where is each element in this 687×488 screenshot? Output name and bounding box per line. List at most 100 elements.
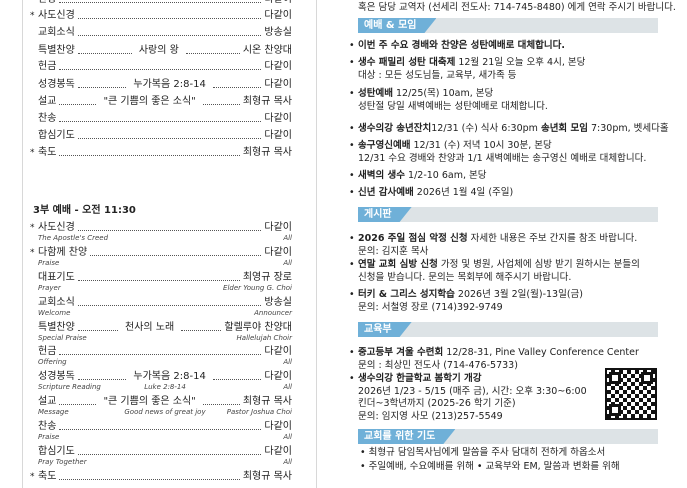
row-value: 최형규 목사 <box>242 471 292 482</box>
section-title: 예배 & 모임 <box>358 18 436 33</box>
row-detail: 천사의 노래 <box>125 322 175 333</box>
row-value: 다같이 <box>264 421 292 432</box>
dot-leader <box>77 53 132 54</box>
dot-leader <box>77 87 127 88</box>
standing-mark-icon: * <box>30 248 35 258</box>
order-row: 설교 "큰 기쁨의 좋은 소식" 최형규 목사 <box>38 96 292 108</box>
row-value: 다같이 <box>264 0 292 6</box>
section-title: 게시판 <box>358 207 412 222</box>
prayer-item: • 최형규 담임목사님에게 말씀을 주사 담대히 전하게 하옵소서 <box>360 447 606 458</box>
row-english-value: Announcer <box>254 309 292 317</box>
row-label: 찬송 <box>38 421 57 432</box>
row-english: Pray Together All <box>38 458 292 467</box>
row-english-label: Welcome <box>38 309 71 317</box>
notice-item: • 생수 패밀리 성탄 대축제 12월 21일 오늘 오후 4시, 본당 대상 : … <box>349 57 658 82</box>
notice-text: 7:30pm, 벳세다홀 <box>587 123 669 134</box>
row-value: 최형규 목사 <box>242 396 292 407</box>
standing-mark-icon: * <box>30 472 35 482</box>
order-row: 교회소식 방송실 <box>38 27 292 39</box>
row-english-value: All <box>283 358 292 366</box>
notice-title: 송년회 모임 <box>540 123 588 134</box>
row-english-value: All <box>283 234 292 242</box>
row-label: 대표기도 <box>38 272 75 283</box>
row-english-value: All <box>283 433 292 441</box>
row-value: 다같이 <box>264 61 292 72</box>
row-english-value: Hallelujah Choir <box>236 334 292 342</box>
standing-mark-icon: * <box>30 0 35 5</box>
dot-leader <box>181 330 222 331</box>
notice-title: 2026 주일 점심 악정 신청 <box>358 233 468 244</box>
bullet-icon: • <box>349 140 355 151</box>
notice-text: 12/31 (수) 식사 6:30pm <box>431 123 541 134</box>
notice-title: 생수의강 한글학교 봄학기 개강 <box>358 373 482 384</box>
dot-leader <box>59 354 262 355</box>
order-row: 성경봉독 누가복음 2:8-14 다같이 <box>38 79 292 91</box>
dot-leader <box>77 305 262 306</box>
dot-leader <box>212 379 262 380</box>
row-detail: "큰 기쁨의 좋은 소식" <box>103 396 196 407</box>
row-value: 다같이 <box>264 222 292 233</box>
bullet-icon: • <box>349 170 355 181</box>
bullet-icon: • <box>349 259 355 270</box>
contact-note: 혹은 담당 교역자 (선세리 전도사: 714-745-8480) 에게 연락 … <box>358 2 676 13</box>
row-label: 교회소식 <box>38 297 75 308</box>
row-label: 성경봉독 <box>38 371 75 382</box>
row-english: Praise All <box>38 433 292 442</box>
row-english: Special Praise Hallelujah Choir <box>38 334 292 343</box>
notice-text: 12/28-31, Pine Valley Conference Center <box>443 347 639 358</box>
row-label: 축도 <box>38 147 57 158</box>
row-label: 성경봉독 <box>38 79 75 90</box>
notice-line: 2026년 1/23 - 5/15 (매주 금), 시간: 오후 3:30~6:… <box>358 385 587 397</box>
row-label: 헌금 <box>38 346 57 357</box>
row-english-value: All <box>283 383 292 391</box>
bullet-icon: • <box>349 233 355 244</box>
notice-text: 12/25(목) 10am, 본당 <box>392 88 494 99</box>
order-row: 특별찬양 사랑의 왕 시온 찬양대 <box>38 45 292 57</box>
row-label: 설교 <box>38 396 57 407</box>
row-detail: 누가복음 2:8-14 <box>133 79 206 90</box>
notice-line: 킨더~3학년까지 (2025-26 학기 기준) <box>358 398 516 409</box>
dot-leader <box>77 379 127 380</box>
row-english-label: Offering <box>38 358 67 366</box>
bullet-icon: • <box>349 88 355 99</box>
dot-leader <box>77 18 262 19</box>
row-detail: 사랑의 왕 <box>138 45 179 56</box>
qr-code-icon[interactable] <box>605 368 657 420</box>
bullet-icon: • <box>349 289 355 300</box>
row-english: The Apostle's Creed All <box>38 234 292 243</box>
dot-leader <box>77 230 262 231</box>
row-value: 다같이 <box>264 79 293 90</box>
section-title: 교육부 <box>358 322 412 337</box>
notice-line: 문의 : 최상민 전도사 (714-476-5733) <box>358 359 518 371</box>
row-detail: "큰 기쁨의 좋은 소식" <box>103 96 196 107</box>
row-label: 찬양 <box>38 0 56 6</box>
standing-mark-icon: * <box>30 11 35 21</box>
row-english: Offering All <box>38 358 292 367</box>
row-value: 시온 찬양대 <box>242 45 293 56</box>
notice-text: 자세한 내용은 주보 간지를 참조 바랍니다. <box>467 233 638 244</box>
notice-title: 중고등부 겨울 수련회 <box>358 347 444 358</box>
row-value: 최영규 장로 <box>242 272 292 283</box>
order-row: 찬송 다같이 <box>38 421 292 433</box>
row-value: 다같이 <box>264 371 293 382</box>
notice-item: • 이번 주 수요 경배와 찬양은 성탄예배로 대체합니다. <box>349 40 658 53</box>
row-value: 다같이 <box>264 130 292 141</box>
row-value: 할렐루야 찬양대 <box>224 322 292 333</box>
bullet-icon: • <box>349 373 355 384</box>
prayer-item: • 주일예배, 수요예배를 위해 • 교육부와 EM, 말씀과 변화를 위해 <box>360 461 620 472</box>
bullet-icon: • <box>349 57 355 68</box>
bullet-icon: • <box>349 40 355 51</box>
row-english-label: Prayer <box>38 284 61 292</box>
row-english-label: Message <box>38 408 69 416</box>
order-row: *찬양 다같이 <box>30 0 292 6</box>
row-english: Message Good news of great joy Pastor Josh… <box>38 408 292 417</box>
notice-item: • 성탄예배 12/25(목) 10am, 본당 성탄절 당일 새벽예배는 성탄예배… <box>349 88 658 113</box>
notice-line: 성탄절 당일 새벽예배는 성탄예배로 대체합니다. <box>358 100 548 112</box>
notice-item: • 송구영신예배 12/31 (수) 저녁 10시 30분, 본당 12/31 수요… <box>349 140 658 165</box>
dot-leader <box>59 155 240 156</box>
dot-leader <box>59 69 262 70</box>
order-row: * 축도 최형규 목사 <box>30 147 292 159</box>
notice-title: 터키 & 그리스 성지학습 <box>358 289 455 300</box>
row-label: 헌금 <box>38 61 57 72</box>
row-english-value: All <box>283 259 292 267</box>
